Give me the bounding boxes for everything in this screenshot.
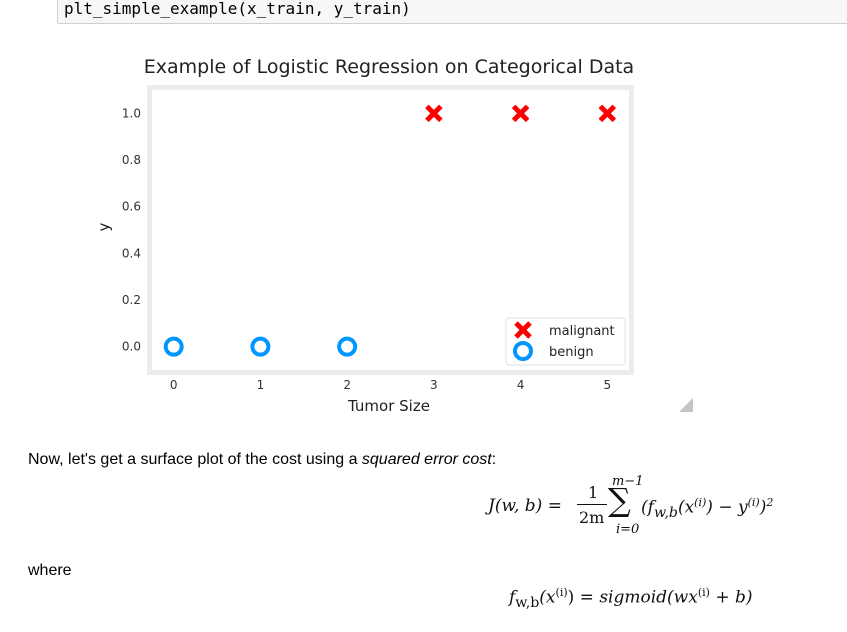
model-arg: (x	[539, 587, 556, 608]
y-tick-label: 0.8	[122, 153, 141, 167]
model-rhs-sup: (i)	[697, 586, 710, 599]
x-tick-label: 4	[517, 378, 525, 392]
malignant-point	[425, 104, 443, 123]
model-equation: fw,b(x(i)) = sigmoid(wx(i) + b)	[509, 586, 753, 611]
intro-text-start: Now, let's get a surface plot of the cos…	[28, 451, 362, 468]
model-sup: (i)	[555, 586, 568, 599]
cost-fsub: w,b	[653, 505, 678, 522]
cost-square: 2	[766, 496, 774, 509]
benign-point	[250, 336, 271, 357]
y-tick-label: 0.6	[122, 200, 141, 214]
cost-sum-lower: i=0	[616, 522, 640, 537]
intro-text-emphasis: squared error cost	[361, 451, 492, 468]
cost-sum-upper: m−1	[612, 474, 644, 489]
cost-body-minus: ) − y	[706, 497, 748, 518]
cost-body-open: (f	[641, 497, 654, 518]
x-tick-label: 2	[343, 378, 351, 392]
cost-body-mid: (x	[677, 497, 695, 518]
chart-title: Example of Logistic Regression on Catego…	[144, 56, 634, 78]
malignant-point	[598, 104, 617, 123]
axis-ticks: 0 1 2 3 4 5 0.0 0.2 0.4 0.6 0.8 1.0	[122, 106, 611, 392]
legend-label-malignant: malignant	[549, 324, 615, 339]
x-tick-label: 1	[257, 378, 265, 392]
x-tick-label: 5	[603, 378, 611, 392]
data-points	[163, 104, 617, 357]
code-text: plt_simple_example(x_train, y_train)	[64, 0, 411, 18]
cost-sup-x: (i)	[694, 496, 707, 509]
cost-sum-symbol: ∑	[608, 481, 631, 519]
y-tick-label: 0.0	[122, 340, 141, 354]
x-axis-label: Tumor Size	[347, 397, 430, 415]
cost-body-close: )	[759, 497, 767, 518]
legend-label-benign: benign	[549, 345, 594, 360]
cost-sup-y: (i)	[747, 496, 760, 509]
cost-lhs: J(w, b) =	[488, 496, 562, 516]
malignant-legend-marker	[514, 321, 532, 339]
model-f: f	[509, 587, 516, 608]
legend-box	[505, 317, 626, 366]
y-tick-label: 1.0	[122, 106, 141, 120]
model-rhs-end: + b)	[709, 587, 753, 608]
model-eq: ) =	[567, 587, 600, 608]
where-text: where	[28, 562, 72, 579]
cost-frac-line	[577, 504, 607, 505]
cost-frac-num: 1	[588, 483, 599, 502]
model-fsub: w,b	[515, 595, 540, 612]
cost-frac-den: 2m	[579, 508, 605, 527]
benign-legend-marker	[513, 341, 533, 361]
x-tick-label: 0	[170, 378, 178, 392]
malignant-point	[511, 104, 530, 123]
benign-point	[163, 336, 184, 357]
code-cell[interactable]: plt_simple_example(x_train, y_train)	[57, 0, 847, 24]
chart: Example of Logistic Regression on Catego…	[95, 56, 634, 415]
y-tick-label: 0.4	[122, 246, 141, 260]
benign-point	[337, 336, 358, 357]
intro-text: Now, let's get a surface plot of the cos…	[28, 451, 496, 469]
y-tick-label: 0.2	[122, 293, 141, 307]
x-tick-label: 3	[430, 378, 438, 392]
legend-markers	[513, 321, 533, 361]
intro-text-end: :	[491, 451, 497, 468]
y-axis-label: y	[95, 222, 113, 231]
resize-handle-icon[interactable]	[679, 398, 693, 412]
model-rhs: sigmoid(wx	[599, 587, 698, 608]
legend: malignant benign	[505, 317, 626, 366]
